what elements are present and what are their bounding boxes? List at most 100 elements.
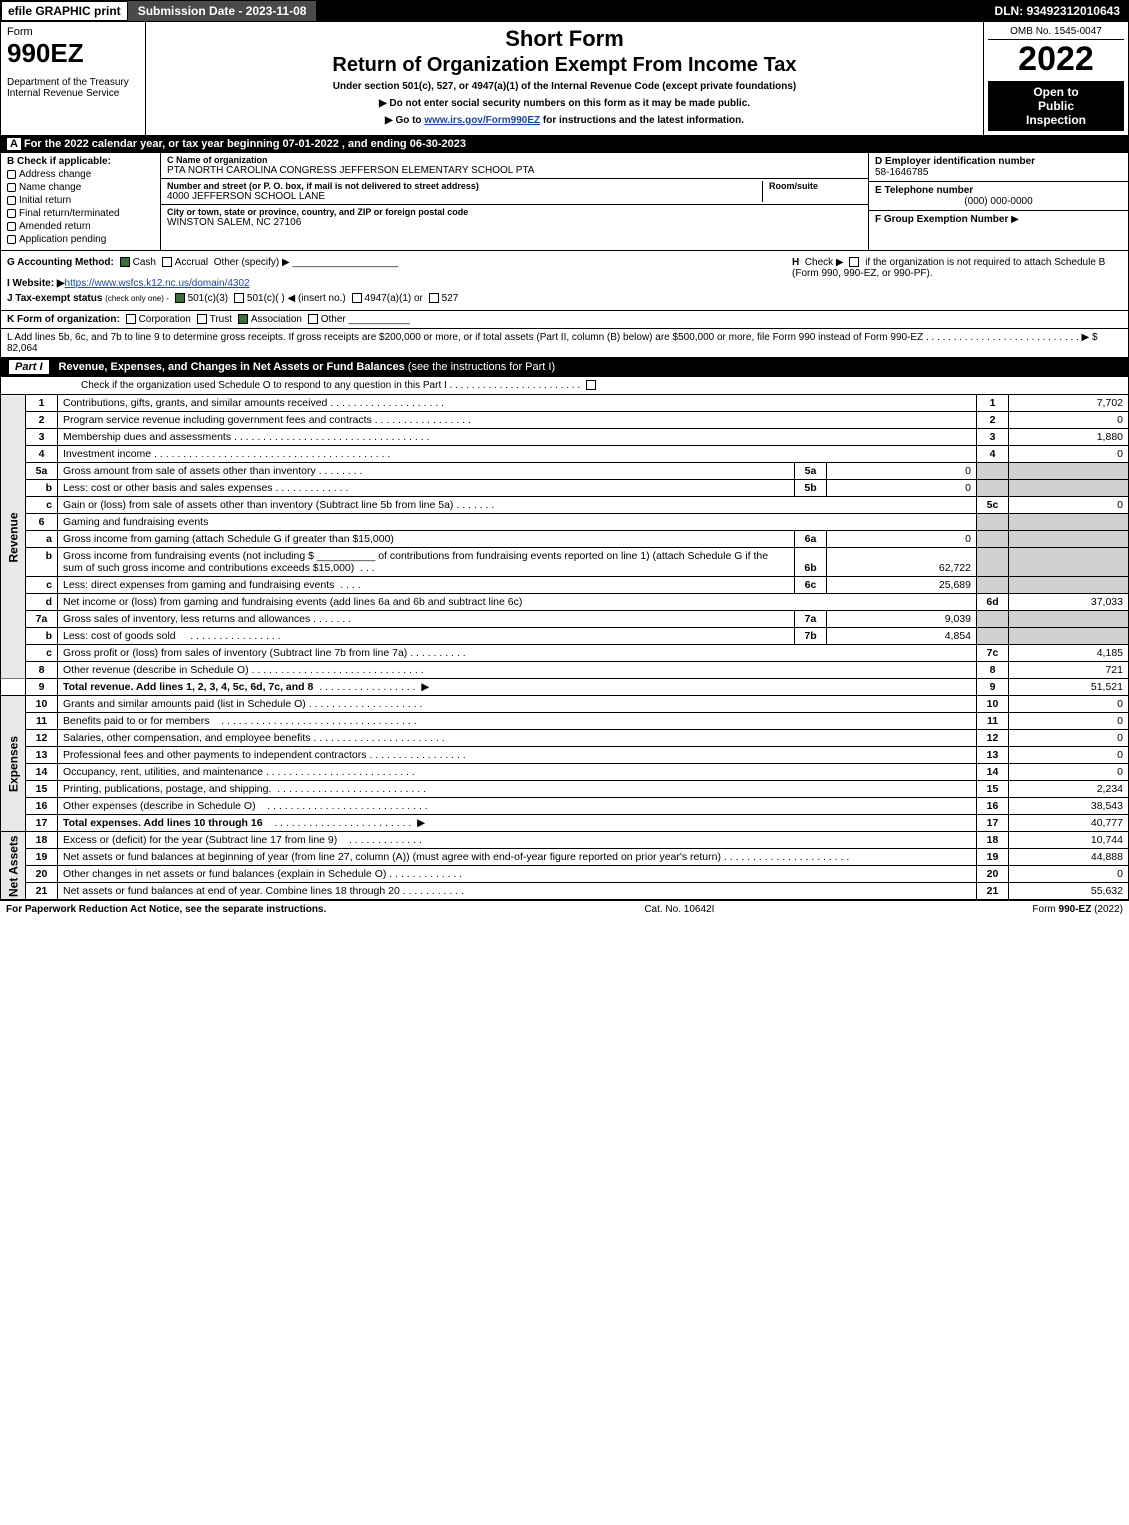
line-2-value: 0	[1009, 412, 1129, 429]
4947-checkbox-icon[interactable]	[352, 293, 362, 303]
org-name-value: PTA NORTH CAROLINA CONGRESS JEFFERSON EL…	[167, 165, 862, 176]
501c-checkbox-icon[interactable]	[234, 293, 244, 303]
line-21: 21 Net assets or fund balances at end of…	[1, 883, 1129, 900]
line-7c-value: 4,185	[1009, 645, 1129, 662]
accrual-checkbox-icon[interactable]	[162, 257, 172, 267]
efile-print-label[interactable]: efile GRAPHIC print	[1, 1, 128, 21]
line-5b-value: 0	[827, 480, 977, 497]
form-label: Form	[7, 26, 139, 38]
line-5a: 5a Gross amount from sale of assets othe…	[1, 463, 1129, 480]
line-6c: c Less: direct expenses from gaming and …	[1, 577, 1129, 594]
line-19: 19 Net assets or fund balances at beginn…	[1, 849, 1129, 866]
line-6a: a Gross income from gaming (attach Sched…	[1, 531, 1129, 548]
line-6c-value: 25,689	[827, 577, 977, 594]
expenses-vertical-label: Expenses	[1, 696, 26, 832]
line-12-value: 0	[1009, 730, 1129, 747]
trust-checkbox-icon[interactable]	[197, 314, 207, 324]
part-i-header: Part I Revenue, Expenses, and Changes in…	[0, 358, 1129, 377]
short-form-title: Short Form	[156, 26, 973, 52]
check-amended-return[interactable]: Amended return	[7, 221, 154, 232]
part-i-table: Revenue 1 Contributions, gifts, grants, …	[0, 395, 1129, 900]
line-9: 9 Total revenue. Add lines 1, 2, 3, 4, 5…	[1, 679, 1129, 696]
line-6: 6 Gaming and fundraising events	[1, 514, 1129, 531]
line-9-value: 51,521	[1009, 679, 1129, 696]
line-7b-value: 4,854	[827, 628, 977, 645]
line-6b: b Gross income from fundraising events (…	[1, 548, 1129, 577]
line-18-value: 10,744	[1009, 832, 1129, 849]
row-a: AFor the 2022 calendar year, or tax year…	[0, 136, 1129, 153]
line-1-value: 7,702	[1009, 395, 1129, 412]
line-6d-value: 37,033	[1009, 594, 1129, 611]
line-7a-value: 9,039	[827, 611, 977, 628]
instruction-2: ▶ Go to www.irs.gov/Form990EZ for instru…	[156, 115, 973, 126]
omb-year-block: OMB No. 1545-0047 2022 Open to Public In…	[983, 22, 1128, 135]
check-final-return[interactable]: Final return/terminated	[7, 208, 154, 219]
form-id-block: Form 990EZ Department of the Treasury In…	[1, 22, 146, 135]
top-bar: efile GRAPHIC print Submission Date - 20…	[0, 0, 1129, 22]
check-initial-return[interactable]: Initial return	[7, 195, 154, 206]
line-6b-value: 62,722	[827, 548, 977, 577]
street-label: Number and street (or P. O. box, if mail…	[167, 181, 762, 191]
line-1: Revenue 1 Contributions, gifts, grants, …	[1, 395, 1129, 412]
line-8: 8 Other revenue (describe in Schedule O)…	[1, 662, 1129, 679]
phone-label: E Telephone number	[875, 185, 1122, 196]
header-subtitle: Under section 501(c), 527, or 4947(a)(1)…	[156, 81, 973, 92]
website-link[interactable]: https://www.wsfcs.k12.nc.us/domain/4302	[65, 278, 250, 289]
line-16-value: 38,543	[1009, 798, 1129, 815]
check-application-pending[interactable]: Application pending	[7, 234, 154, 245]
line-20: 20 Other changes in net assets or fund b…	[1, 866, 1129, 883]
ein-value: 58-1646785	[875, 167, 1122, 178]
ein-label: D Employer identification number	[875, 156, 1122, 167]
assoc-checkbox-icon[interactable]	[238, 314, 248, 324]
line-6d: d Net income or (loss) from gaming and f…	[1, 594, 1129, 611]
part-i-label: Part I	[9, 360, 49, 374]
527-checkbox-icon[interactable]	[429, 293, 439, 303]
org-name-label: C Name of organization	[167, 155, 862, 165]
part-i-check-line: Check if the organization used Schedule …	[0, 377, 1129, 395]
line-7c: c Gross profit or (loss) from sales of i…	[1, 645, 1129, 662]
schedule-b-checkbox-icon[interactable]	[849, 257, 859, 267]
corp-checkbox-icon[interactable]	[126, 314, 136, 324]
letter-a: A	[7, 138, 21, 150]
footer-left: For Paperwork Reduction Act Notice, see …	[6, 904, 326, 915]
line-17: 17 Total expenses. Add lines 10 through …	[1, 815, 1129, 832]
line-7b: b Less: cost of goods sold . . . . . . .…	[1, 628, 1129, 645]
line-5a-value: 0	[827, 463, 977, 480]
line-2: 2 Program service revenue including gove…	[1, 412, 1129, 429]
irs-label: Internal Revenue Service	[7, 88, 139, 99]
line-12: 12 Salaries, other compensation, and emp…	[1, 730, 1129, 747]
line-5c: c Gain or (loss) from sale of assets oth…	[1, 497, 1129, 514]
cash-checkbox-icon[interactable]	[120, 257, 130, 267]
column-b: B Check if applicable: Address change Na…	[1, 153, 161, 250]
city-label: City or town, state or province, country…	[167, 207, 862, 217]
501c3-checkbox-icon[interactable]	[175, 293, 185, 303]
line-15: 15 Printing, publications, postage, and …	[1, 781, 1129, 798]
part-i-checkbox-icon[interactable]	[586, 380, 596, 390]
submission-date-label: Submission Date - 2023-11-08	[128, 1, 317, 21]
check-name-change[interactable]: Name change	[7, 182, 154, 193]
line-20-value: 0	[1009, 866, 1129, 883]
phone-value: (000) 000-0000	[875, 196, 1122, 207]
public-inspection-badge: Open to Public Inspection	[988, 81, 1124, 131]
line-5c-value: 0	[1009, 497, 1129, 514]
line-10: Expenses 10 Grants and similar amounts p…	[1, 696, 1129, 713]
check-address-change[interactable]: Address change	[7, 169, 154, 180]
section-gh: G Accounting Method: Cash Accrual Other …	[0, 251, 1129, 311]
line-17-value: 40,777	[1009, 815, 1129, 832]
form-title-block: Short Form Return of Organization Exempt…	[146, 22, 983, 135]
street-value: 4000 JEFFERSON SCHOOL LANE	[167, 191, 762, 202]
form-number: 990EZ	[7, 38, 139, 69]
return-title: Return of Organization Exempt From Incom…	[156, 54, 973, 77]
line-13: 13 Professional fees and other payments …	[1, 747, 1129, 764]
column-def: D Employer identification number 58-1646…	[868, 153, 1128, 250]
group-exempt-label: F Group Exemption Number	[875, 214, 1008, 225]
irs-link[interactable]: www.irs.gov/Form990EZ	[424, 115, 540, 126]
room-label: Room/suite	[769, 181, 862, 191]
line-15-value: 2,234	[1009, 781, 1129, 798]
dln-label: DLN: 93492312010643	[987, 1, 1128, 21]
line-19-value: 44,888	[1009, 849, 1129, 866]
revenue-vertical-label: Revenue	[1, 395, 26, 679]
omb-number: OMB No. 1545-0047	[988, 26, 1124, 40]
city-value: WINSTON SALEM, NC 27106	[167, 217, 862, 228]
other-checkbox-icon[interactable]	[308, 314, 318, 324]
